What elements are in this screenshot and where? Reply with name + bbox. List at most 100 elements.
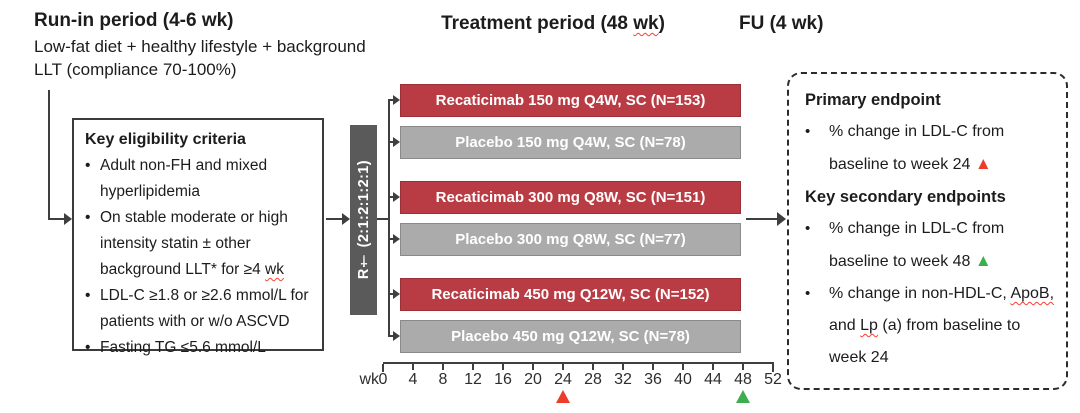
bullet-icon: • — [85, 209, 91, 226]
connector-eligibility-to-randomization — [326, 218, 342, 220]
secondary-endpoint-bullet-2: • % change in non-HDL-C, ApoB, and Lp (a… — [805, 278, 1056, 374]
primary-endpoint-bullet-text: % change in LDL-C from baseline to week … — [829, 116, 1056, 181]
axis-tick — [442, 364, 444, 370]
branch-line-1 — [388, 99, 394, 101]
axis-tick-label: 36 — [644, 371, 662, 388]
axis-tick — [712, 364, 714, 370]
eligibility-bullet-3-text: LDL-C ≥1.8 or ≥2.6 mmol/L for patients w… — [100, 287, 309, 330]
arm-bar-placebo-300: Placebo 300 mg Q8W, SC (N=77) — [400, 223, 741, 256]
treatment-title-close: ) — [658, 13, 665, 34]
bullet-icon: • — [85, 157, 91, 174]
primary-endpoint-text: % change in LDL-C from baseline to week … — [829, 123, 1005, 173]
randomization-label: R† (2:1:2:1:2:1) — [355, 160, 372, 280]
secondary-endpoint-bullet-2-text: % change in non-HDL-C, ApoB, and Lp (a) … — [829, 278, 1056, 374]
arm-bar-recaticimab-300: Recaticimab 300 mg Q8W, SC (N=151) — [400, 181, 741, 214]
arrowhead-arm-4-icon — [393, 234, 400, 244]
eligibility-bullet-3: • LDL-C ≥1.8 or ≥2.6 mmol/L for patients… — [85, 283, 316, 335]
axis-tick-label: 44 — [704, 371, 722, 388]
bullet-icon: • — [85, 339, 91, 356]
axis-tick — [652, 364, 654, 370]
eligibility-title: Key eligibility criteria — [85, 131, 246, 148]
bullet-icon: • — [805, 220, 811, 237]
randomization-bar: R† (2:1:2:1:2:1) — [350, 125, 377, 315]
connector-branch-trunk — [388, 100, 390, 337]
arrowhead-arm-5-icon — [393, 289, 400, 299]
endpoints-box: Primary endpoint • % change in LDL-C fro… — [787, 72, 1068, 390]
primary-endpoint-title: Primary endpoint — [805, 91, 941, 109]
arm-bar-recaticimab-150: Recaticimab 150 mg Q4W, SC (N=153) — [400, 84, 741, 117]
arrowhead-arm-6-icon — [393, 331, 400, 341]
run-in-period-title: Run-in period (4-6 wk) — [34, 10, 234, 31]
axis-tick-label: 32 — [614, 371, 632, 388]
axis-tick-label: 4 — [408, 371, 418, 388]
axis-tick — [682, 364, 684, 370]
axis-tick — [622, 364, 624, 370]
axis-tick — [742, 364, 744, 370]
red-triangle-icon: ▲ — [974, 154, 992, 173]
axis-tick-label: 28 — [584, 371, 602, 388]
primary-endpoint-marker-icon — [556, 390, 570, 403]
eligibility-bullet-1-text: Adult non-FH and mixed hyperlipidemia — [100, 157, 268, 200]
secondary-endpoint-2-seg3: (a) from baseline to week 24 — [829, 317, 1021, 366]
arrowhead-into-endpoints-icon — [777, 212, 786, 226]
arm-bar-recaticimab-450: Recaticimab 450 mg Q12W, SC (N=152) — [400, 278, 741, 311]
secondary-endpoint-bullet-1-text: % change in LDL-C from baseline to week … — [829, 213, 1056, 278]
arrowhead-arm-2-icon — [393, 137, 400, 147]
green-triangle-icon: ▲ — [974, 251, 992, 270]
treatment-title-wavy-word: wk — [633, 13, 659, 34]
connector-randomization-stub — [377, 218, 389, 220]
secondary-endpoint-2-wavy2: Lp — [860, 317, 878, 334]
axis-tick-label: 48 — [734, 371, 752, 388]
arrowhead-arm-3-icon — [393, 192, 400, 202]
eligibility-bullet-2-text: On stable moderate or high intensity sta… — [100, 205, 316, 283]
week-axis: 0 4 8 12 16 20 24 28 32 36 40 44 48 52 — [379, 360, 782, 410]
treatment-period-title: Treatment period (48 wk) — [407, 13, 699, 35]
axis-tick — [772, 364, 774, 372]
eligibility-bullet-2: • On stable moderate or high intensity s… — [85, 205, 316, 283]
treatment-title-text: Treatment period (48 — [441, 13, 634, 34]
arm-bar-placebo-150: Placebo 150 mg Q4W, SC (N=78) — [400, 126, 741, 159]
eligibility-bullet-1: • Adult non-FH and mixed hyperlipidemia — [85, 153, 316, 205]
axis-tick-label: 8 — [438, 371, 448, 388]
arrowhead-into-eligibility-icon — [64, 213, 72, 225]
axis-tick-label: 40 — [674, 371, 692, 388]
axis-tick — [412, 364, 414, 370]
arrowhead-into-randomization-icon — [342, 213, 350, 225]
eligibility-bullet-2-pre: On stable moderate or high intensity sta… — [100, 209, 288, 278]
branch-line-3 — [388, 196, 394, 198]
eligibility-bullet-4-text: Fasting TG ≤5.6 mmol/L — [100, 339, 266, 356]
secondary-endpoint-2-seg2: and — [829, 317, 861, 334]
bullet-icon: • — [805, 123, 811, 140]
axis-tick-label: 52 — [764, 371, 782, 388]
primary-endpoint-bullet: • % change in LDL-C from baseline to wee… — [805, 116, 1056, 181]
connector-to-endpoints — [746, 218, 777, 220]
secondary-endpoint-1-text: % change in LDL-C from baseline to week … — [829, 220, 1005, 270]
axis-tick — [382, 364, 384, 372]
branch-line-2 — [388, 141, 394, 143]
connector-runin-vertical — [48, 90, 50, 220]
axis-tick — [592, 364, 594, 370]
secondary-endpoint-2-seg1: % change in non-HDL-C, — [829, 285, 1011, 302]
bullet-icon: • — [805, 285, 811, 302]
eligibility-bullet-4: • Fasting TG ≤5.6 mmol/L — [85, 335, 316, 361]
axis-line — [383, 362, 774, 364]
branch-line-6 — [388, 335, 394, 337]
axis-tick — [502, 364, 504, 370]
bullet-icon: • — [85, 287, 91, 304]
axis-tick-label: 12 — [464, 371, 482, 388]
axis-tick — [532, 364, 534, 370]
arm-bar-placebo-450: Placebo 450 mg Q12W, SC (N=78) — [400, 320, 741, 353]
connector-runin-horizontal — [48, 218, 65, 220]
secondary-endpoint-bullet-1: • % change in LDL-C from baseline to wee… — [805, 213, 1056, 278]
axis-tick-label: 16 — [494, 371, 512, 388]
eligibility-box: Key eligibility criteria • Adult non-FH … — [72, 118, 324, 356]
secondary-endpoint-2-wavy1: ApoB, — [1010, 285, 1055, 302]
secondary-endpoint-marker-icon — [736, 390, 750, 403]
axis-unit-label: wk — [359, 371, 379, 388]
axis-tick-label: 24 — [554, 371, 572, 388]
secondary-endpoints-title: Key secondary endpoints — [805, 188, 1006, 206]
axis-tick-label: 20 — [524, 371, 542, 388]
run-in-description: Low-fat diet + healthy lifestyle + backg… — [34, 37, 366, 79]
eligibility-bullet-2-wavy-word: wk — [265, 261, 284, 278]
